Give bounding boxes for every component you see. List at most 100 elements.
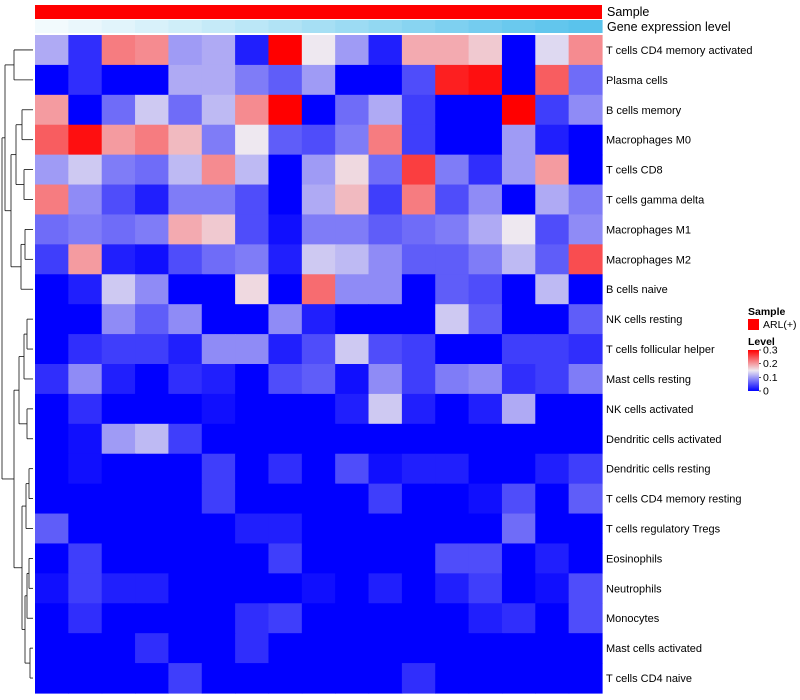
heatmap-cell	[168, 244, 203, 275]
heatmap-cell	[35, 543, 69, 574]
heatmap-cell	[168, 304, 203, 335]
heatmap-cell	[335, 244, 370, 275]
row-label: T cells CD8	[606, 165, 663, 177]
heatmap-cell	[201, 483, 236, 515]
heatmap-cell	[168, 334, 203, 365]
gene-expression-cell	[501, 20, 536, 33]
row-label: Mast cells resting	[606, 374, 691, 386]
heatmap-cell	[35, 154, 69, 186]
heatmap-cell	[201, 304, 236, 335]
heatmap-cell	[501, 94, 536, 126]
heatmap-cell	[401, 154, 436, 186]
heatmap-cell	[468, 304, 503, 335]
heatmap-cell	[368, 423, 403, 455]
heatmap-cell	[235, 513, 270, 545]
heatmap-cell	[201, 453, 236, 485]
heatmap-cell	[301, 154, 336, 186]
legend-ticks: 0.30.2 0.1 0	[759, 345, 778, 398]
heatmap-cell	[368, 274, 403, 305]
heatmap-cell	[35, 214, 69, 245]
heatmap-cell	[135, 274, 170, 305]
heatmap-cell	[135, 663, 170, 694]
heatmap-cell	[168, 94, 203, 126]
heatmap-cell	[35, 483, 69, 515]
gene-expression-cell	[135, 20, 170, 33]
heatmap-cell	[168, 633, 203, 664]
heatmap-cell	[101, 663, 136, 694]
heatmap-cell	[168, 154, 203, 186]
row-label: T cells CD4 memory activated	[606, 45, 753, 57]
heatmap-cell	[535, 513, 570, 545]
heatmap-cell	[68, 124, 103, 156]
heatmap-cell	[501, 274, 536, 305]
heatmap-cell	[68, 573, 103, 604]
heatmap-cell	[268, 663, 303, 694]
heatmap-cell	[235, 364, 270, 395]
heatmap-cell	[235, 633, 270, 664]
heatmap-cell	[35, 304, 69, 335]
heatmap-cell	[101, 244, 136, 275]
heatmap-cell	[468, 334, 503, 365]
heatmap-cell	[368, 513, 403, 545]
heatmap-cell	[135, 573, 170, 604]
heatmap-cell	[168, 423, 203, 455]
sample-annotation-label: Sample	[607, 5, 649, 19]
heatmap-cell	[68, 423, 103, 455]
heatmap-cell	[335, 94, 370, 126]
heatmap-cell	[201, 214, 236, 245]
heatmap-cell	[468, 124, 503, 156]
heatmap-cell	[435, 483, 470, 515]
sample-annotation-bar	[35, 5, 602, 19]
heatmap-cell	[501, 513, 536, 545]
heatmap-cell	[401, 513, 436, 545]
heatmap-cell	[101, 274, 136, 305]
heatmap-cell	[101, 513, 136, 545]
heatmap-cell	[401, 124, 436, 156]
heatmap-cell	[435, 64, 470, 96]
gene-expression-cell	[35, 20, 69, 33]
heatmap-cell	[68, 64, 103, 96]
heatmap-cell	[535, 364, 570, 395]
gene-expression-cell	[468, 20, 503, 33]
heatmap-cell	[301, 543, 336, 574]
heatmap-cell	[168, 393, 203, 425]
heatmap-cell	[435, 35, 470, 66]
heatmap-cell	[501, 35, 536, 66]
heatmap-cell	[335, 513, 370, 545]
heatmap-cell	[301, 334, 336, 365]
heatmap-cell	[468, 633, 503, 664]
heatmap-cell	[168, 35, 203, 66]
heatmap-cell	[535, 304, 570, 335]
legend-level-title: Level	[748, 336, 775, 348]
heatmap-cell	[268, 244, 303, 275]
heatmap-cell	[201, 364, 236, 395]
heatmap-cell	[235, 184, 270, 216]
heatmap-cell	[168, 64, 203, 96]
heatmap-cell	[335, 184, 370, 216]
heatmap-cell	[501, 154, 536, 186]
heatmap-cell	[301, 393, 336, 425]
row-dendrogram	[1, 49, 33, 679]
heatmap-cell	[568, 663, 603, 694]
heatmap-cell	[535, 154, 570, 186]
heatmap-cell	[268, 453, 303, 485]
heatmap-cell	[268, 364, 303, 395]
heatmap-cell	[401, 453, 436, 485]
heatmap-cell	[35, 393, 69, 425]
legend-tick-label: 0.3	[763, 345, 778, 357]
heatmap-cell	[501, 453, 536, 485]
heatmap-cell	[268, 154, 303, 186]
heatmap-cell	[335, 423, 370, 455]
heatmap-cell	[335, 364, 370, 395]
heatmap-cell	[301, 214, 336, 245]
heatmap-cell	[201, 633, 236, 664]
row-label: B cells memory	[606, 105, 682, 117]
heatmap-cell	[201, 124, 236, 156]
row-label: B cells naive	[606, 284, 668, 296]
gene-expression-cell	[268, 20, 303, 33]
heatmap-cell	[368, 663, 403, 694]
heatmap-cell	[235, 663, 270, 694]
row-label: Eosinophils	[606, 553, 663, 565]
heatmap-cell	[435, 573, 470, 604]
heatmap-cell	[268, 603, 303, 634]
